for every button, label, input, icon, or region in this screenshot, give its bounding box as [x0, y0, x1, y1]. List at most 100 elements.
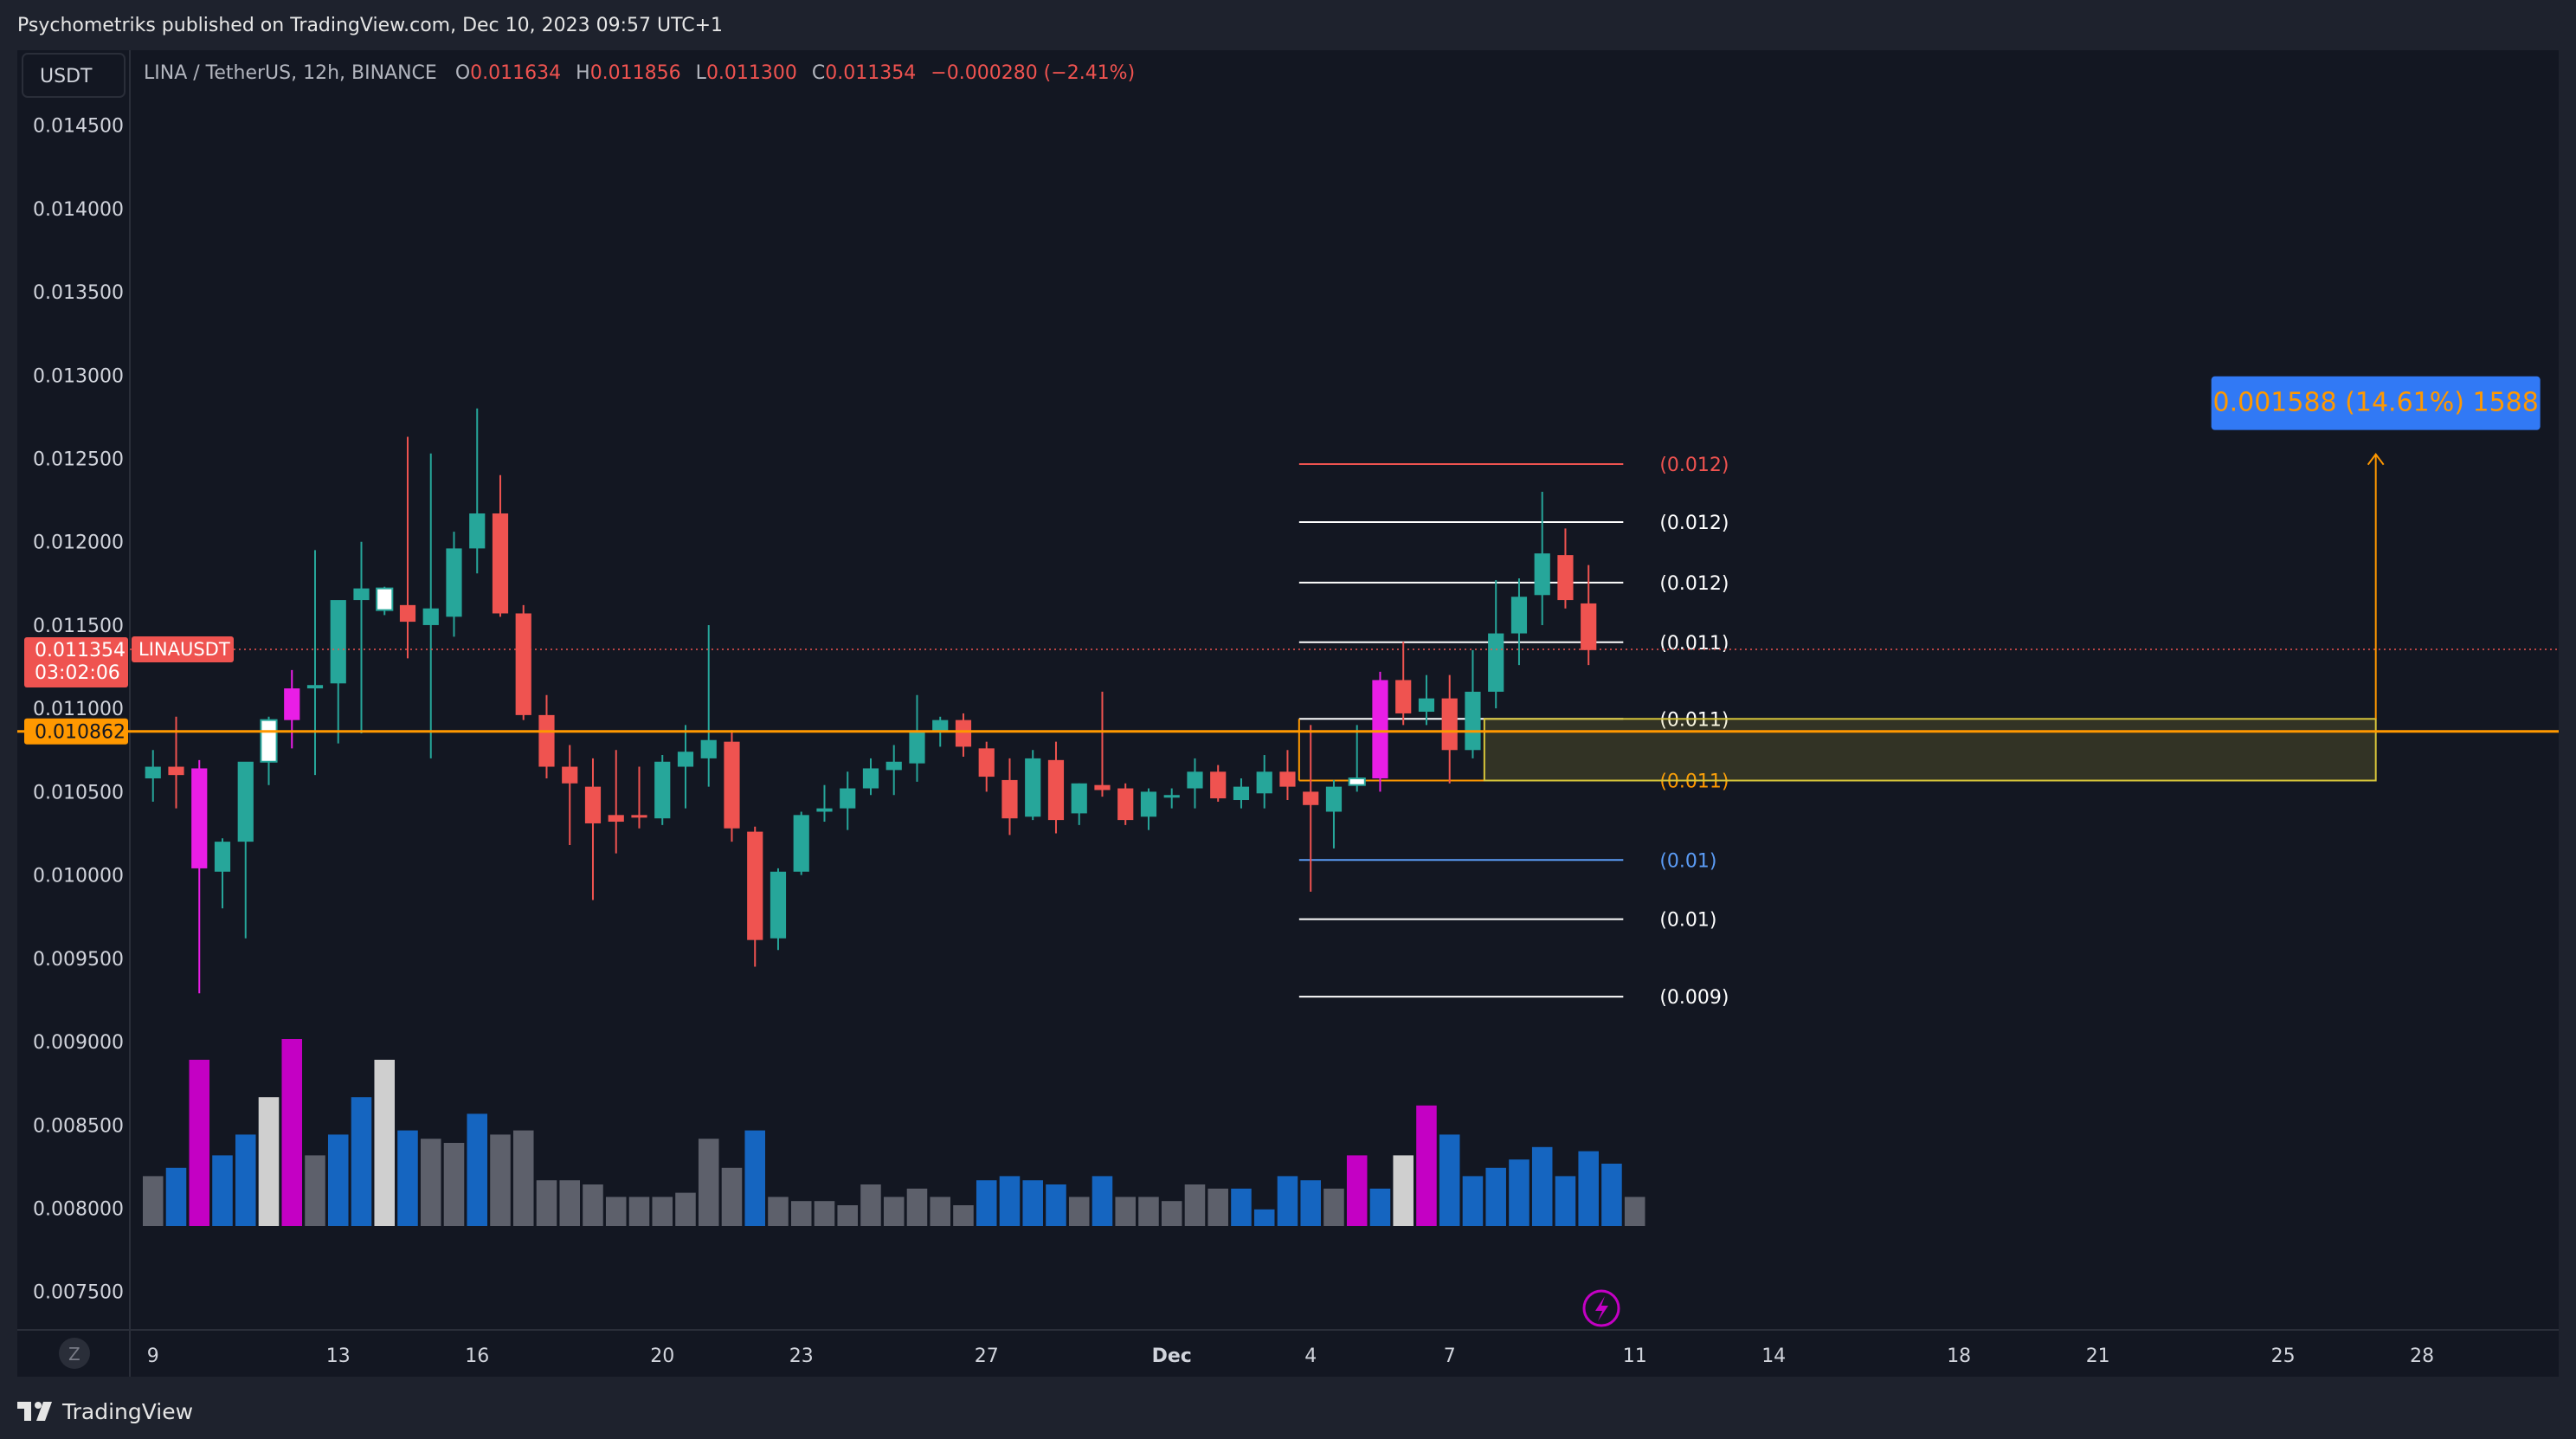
volume-bar — [1138, 1197, 1159, 1226]
volume-bar — [814, 1201, 835, 1226]
candle-body — [422, 608, 439, 625]
symbol-tag: LINAUSDT — [132, 636, 234, 663]
volume-bar — [512, 1130, 534, 1226]
volume-bar — [443, 1143, 465, 1226]
time-tick-label: Dec — [1152, 1345, 1192, 1367]
candle-body — [631, 815, 647, 818]
volume-bar — [1416, 1105, 1437, 1226]
fib-level-label: (0.011) — [1659, 709, 1729, 731]
candle-body — [492, 513, 509, 614]
measure-label-box — [2211, 376, 2541, 430]
legend-symbol: LINA / TetherUS, 12h, BINANCE — [144, 62, 437, 84]
candle-body — [284, 688, 300, 720]
candle-body — [1025, 758, 1041, 817]
candle-body — [1117, 788, 1134, 821]
volume-bar — [559, 1180, 581, 1226]
time-axis: 9 13 16 20 23 27 Dec 4 7 11 14 18 21 25 28 — [147, 1345, 2434, 1367]
price-tick-label: 0.008500 — [33, 1115, 124, 1137]
volume-bar — [351, 1097, 372, 1226]
price-tick-label: 0.013000 — [33, 365, 124, 387]
volume-bar — [305, 1155, 325, 1226]
volume-bar — [490, 1134, 511, 1226]
price-tick-label: 0.010500 — [33, 782, 124, 803]
measure-tool[interactable]: 0.001588 (14.61%) 1588 — [2211, 376, 2541, 720]
candle-body — [145, 766, 161, 778]
fib-level-label: (0.012) — [1659, 513, 1729, 534]
footer: TradingView — [0, 1384, 2576, 1439]
candle-body — [469, 513, 486, 549]
volume-bar — [1046, 1184, 1066, 1226]
fib-level-label: (0.011) — [1659, 771, 1729, 792]
measure-label: 0.001588 (14.61%) 1588 — [2212, 388, 2538, 418]
volume-bar — [467, 1113, 488, 1226]
volume-bar — [1601, 1164, 1622, 1226]
timezone-button[interactable]: Z — [59, 1338, 90, 1369]
hline-price-value: 0.010862 — [35, 722, 126, 744]
last-price-tag: 0.011354 03:02:06 — [24, 637, 128, 688]
price-tick-label: 0.011500 — [33, 616, 124, 637]
candlestick-chart[interactable]: USDT LINA / TetherUS, 12h, BINANCE O0.01… — [17, 50, 2559, 1377]
candle-body — [1557, 555, 1574, 601]
volume-bar — [1022, 1180, 1043, 1226]
candle-body — [608, 815, 624, 823]
candle-body — [1303, 791, 1319, 805]
candle-body — [1187, 771, 1203, 789]
volume-bar — [1531, 1146, 1553, 1226]
candle-body — [793, 815, 809, 872]
time-tick-label: 21 — [2086, 1345, 2110, 1367]
measure-arrow-head — [2367, 453, 2385, 466]
candle-body — [978, 748, 995, 778]
volume-bar — [652, 1197, 673, 1226]
candle-body — [399, 604, 416, 623]
candle-body — [1510, 597, 1528, 634]
volume-bar — [1277, 1176, 1298, 1226]
price-tick-label: 0.012000 — [33, 532, 124, 554]
volume-bar — [142, 1176, 164, 1226]
legend-low: 0.011300 — [706, 62, 797, 84]
candle-body — [1465, 691, 1481, 751]
candle-body — [700, 739, 717, 758]
volume-bar — [1092, 1176, 1113, 1226]
volume-bar — [235, 1134, 256, 1226]
currency-button[interactable]: USDT — [22, 53, 126, 98]
highlight-zone[interactable] — [1483, 718, 2377, 782]
last-price-value: 0.011354 — [35, 640, 126, 661]
volume-bar — [628, 1197, 650, 1226]
candle-body — [909, 732, 925, 764]
legend-close: 0.011354 — [825, 62, 916, 84]
candle-body — [1418, 698, 1435, 713]
tradingview-logo-icon — [17, 1402, 52, 1421]
volume-bar — [212, 1155, 233, 1226]
chart-frame[interactable]: USDT LINA / TetherUS, 12h, BINANCE O0.01… — [17, 50, 2559, 1377]
time-tick-label: 28 — [2410, 1345, 2434, 1367]
volume-bar — [1555, 1176, 1576, 1226]
candle-body — [1581, 603, 1597, 650]
zone-rect — [1483, 718, 2377, 782]
candle-body — [562, 766, 578, 784]
time-tick-label: 14 — [1761, 1345, 1786, 1367]
volume-bar — [976, 1180, 997, 1226]
volume-bar — [165, 1167, 187, 1226]
volume-bar — [374, 1060, 396, 1226]
volume-bar — [1624, 1197, 1645, 1226]
volume-bar — [1161, 1201, 1182, 1226]
volume-bar — [420, 1139, 441, 1226]
candle-body — [1071, 783, 1087, 814]
volume-bar — [953, 1205, 974, 1226]
currency-button-label: USDT — [40, 66, 93, 87]
lightning-icon[interactable] — [1582, 1289, 1620, 1327]
candle-body — [1534, 553, 1550, 596]
time-tick-label: 4 — [1304, 1345, 1317, 1367]
price-tick-label: 0.012500 — [33, 448, 124, 470]
price-tick-label: 0.009000 — [33, 1032, 124, 1054]
volume-bar — [281, 1039, 303, 1226]
candle-body — [191, 768, 208, 868]
volume-bar — [790, 1201, 812, 1226]
candle-body — [1233, 786, 1250, 801]
candle-body — [1256, 771, 1272, 794]
volume-bar — [698, 1139, 719, 1226]
volume-bar — [1253, 1209, 1275, 1226]
price-tick-label: 0.007500 — [33, 1282, 124, 1304]
time-tick-label: 9 — [147, 1345, 159, 1367]
time-tick-label: 20 — [650, 1345, 674, 1367]
